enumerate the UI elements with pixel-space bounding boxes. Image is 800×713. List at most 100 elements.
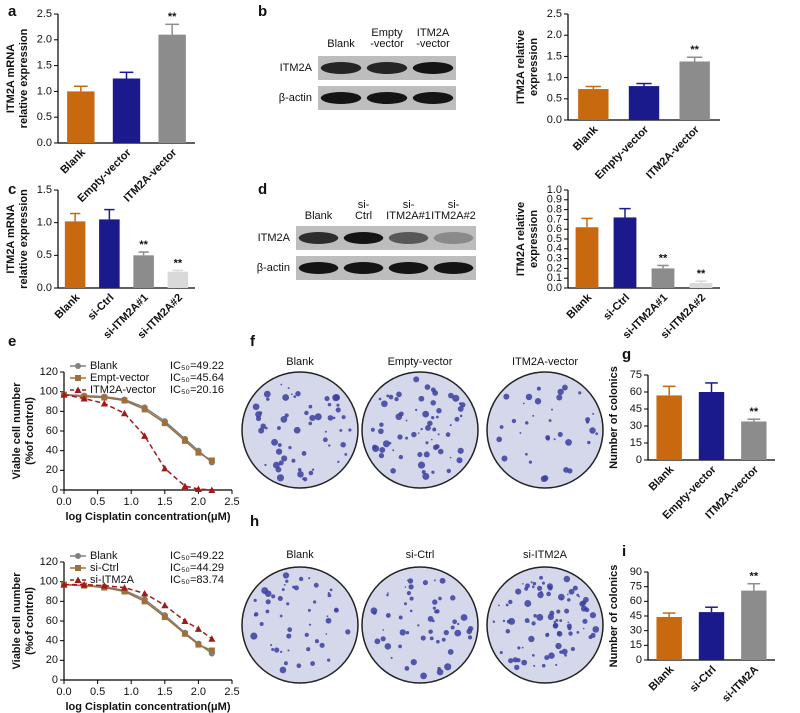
colony	[418, 395, 425, 402]
colony	[388, 394, 394, 400]
colony	[425, 424, 431, 431]
y-axis-label: (%of control)	[24, 587, 36, 655]
colony	[430, 400, 436, 406]
colony	[271, 438, 278, 446]
colony	[308, 470, 314, 476]
y-tick-label: 1.5	[547, 50, 562, 62]
colony	[588, 635, 593, 640]
bar	[64, 221, 86, 288]
colony	[545, 632, 550, 638]
colony	[278, 460, 284, 466]
y-tick-label: 0.6	[547, 223, 562, 235]
y-tick-label: 45	[630, 403, 642, 415]
blot-band	[366, 62, 408, 74]
y-axis-label: (%of control)	[24, 397, 36, 465]
colony	[420, 635, 426, 641]
colony	[390, 468, 396, 474]
y-tick-label: 60	[46, 615, 58, 627]
colony	[437, 448, 444, 455]
colony	[422, 410, 430, 418]
colony	[288, 446, 292, 450]
colony	[394, 396, 399, 402]
colony	[436, 639, 440, 644]
panel-label: d	[258, 181, 267, 198]
colony	[276, 474, 285, 482]
y-tick-label: 75	[630, 581, 642, 593]
colony	[528, 460, 533, 464]
colony	[297, 471, 304, 478]
x-tick-label: si-Ctrl	[688, 664, 719, 695]
plate	[486, 566, 604, 684]
colony	[409, 596, 414, 601]
y-tick-label: 0.0	[37, 137, 52, 149]
colony	[519, 432, 522, 434]
colony	[341, 415, 346, 420]
x-tick-label: 0.0	[56, 496, 71, 508]
colony	[561, 384, 568, 391]
colony	[308, 421, 313, 426]
colony	[403, 602, 407, 606]
colony	[505, 629, 511, 634]
y-tick-label: 2.5	[37, 8, 52, 20]
panel-label: h	[250, 513, 259, 530]
colony	[329, 588, 333, 592]
colony	[457, 406, 464, 412]
legend-label: ITM2A-vector	[90, 384, 156, 396]
marker	[194, 625, 202, 632]
colony	[508, 599, 513, 605]
colony	[531, 621, 536, 626]
colony	[287, 387, 290, 390]
plate-label: Empty-vector	[388, 356, 453, 368]
colony	[532, 414, 535, 417]
colony	[252, 403, 260, 411]
x-tick-label: 1.0	[124, 496, 139, 508]
legend-ic50: IC₅₀=49.22	[170, 550, 224, 562]
colony	[582, 618, 588, 624]
colony	[295, 390, 301, 397]
colony	[277, 443, 282, 447]
colony	[265, 609, 270, 614]
colony	[439, 577, 446, 584]
colony	[567, 626, 572, 631]
colony	[432, 599, 438, 605]
x-axis-label: log Cisplatin concentration(μM)	[65, 511, 230, 523]
colony	[328, 444, 331, 447]
colony	[517, 646, 521, 650]
marker	[141, 598, 148, 605]
colony	[567, 468, 573, 474]
colony	[370, 427, 375, 432]
plate	[361, 566, 479, 684]
colony	[312, 600, 317, 604]
colony	[378, 452, 385, 459]
colony	[387, 592, 389, 594]
bar	[656, 395, 682, 460]
x-tick-label: Blank	[571, 123, 601, 153]
legend-label: si-Ctrl	[90, 562, 119, 574]
colony	[533, 664, 536, 667]
bar	[613, 217, 637, 288]
colony	[335, 407, 341, 413]
marker	[181, 617, 189, 624]
colony	[430, 438, 433, 441]
colony	[548, 419, 552, 423]
blot-band	[433, 232, 474, 244]
bar	[167, 271, 189, 288]
colony	[304, 632, 309, 638]
colony	[398, 644, 402, 649]
colony	[539, 575, 543, 580]
colony	[561, 648, 568, 655]
x-tick-label: 0.0	[56, 686, 71, 698]
colony	[388, 441, 392, 445]
legend-ic50: IC₅₀=45.64	[170, 372, 224, 384]
colony	[327, 591, 330, 595]
colony	[467, 625, 474, 632]
y-tick-label: 80	[46, 595, 58, 607]
colony	[319, 642, 325, 648]
colony	[541, 581, 545, 585]
marker	[181, 630, 188, 637]
colony	[564, 654, 567, 657]
colony	[272, 461, 280, 469]
colony	[514, 664, 520, 671]
y-tick-label: 40	[46, 635, 58, 647]
colony	[259, 411, 263, 415]
